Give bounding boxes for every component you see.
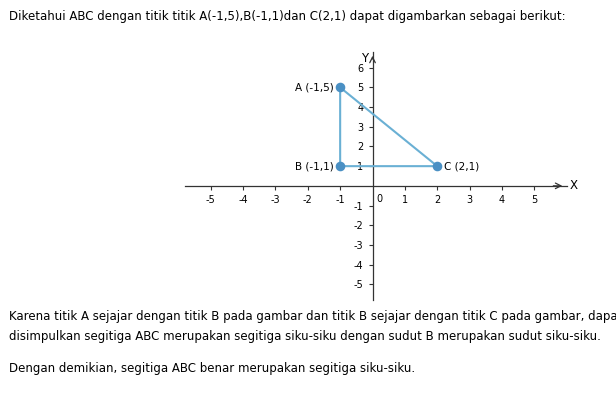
Text: B (-1,1): B (-1,1) (295, 161, 334, 171)
Text: X: X (570, 179, 578, 192)
Text: C (2,1): C (2,1) (444, 161, 479, 171)
Point (432, 163, 442, 169)
Point (335, 84, 345, 91)
Text: A (-1,5): A (-1,5) (295, 82, 334, 92)
Text: Dengan demikian, segitiga ABC benar merupakan segitiga siku-siku.: Dengan demikian, segitiga ABC benar meru… (9, 362, 415, 375)
Text: Karena titik A sejajar dengan titik B pada gambar dan titik B sejajar dengan tit: Karena titik A sejajar dengan titik B pa… (9, 310, 616, 323)
Text: 0: 0 (376, 194, 383, 204)
Text: Diketahui ABC dengan titik titik A(-1,5),B(-1,1)dan C(2,1) dapat digambarkan seb: Diketahui ABC dengan titik titik A(-1,5)… (9, 10, 566, 23)
Text: disimpulkan segitiga ABC merupakan segitiga siku-siku dengan sudut B merupakan s: disimpulkan segitiga ABC merupakan segit… (9, 330, 601, 343)
Point (335, 163, 345, 169)
Text: Y: Y (360, 52, 368, 65)
